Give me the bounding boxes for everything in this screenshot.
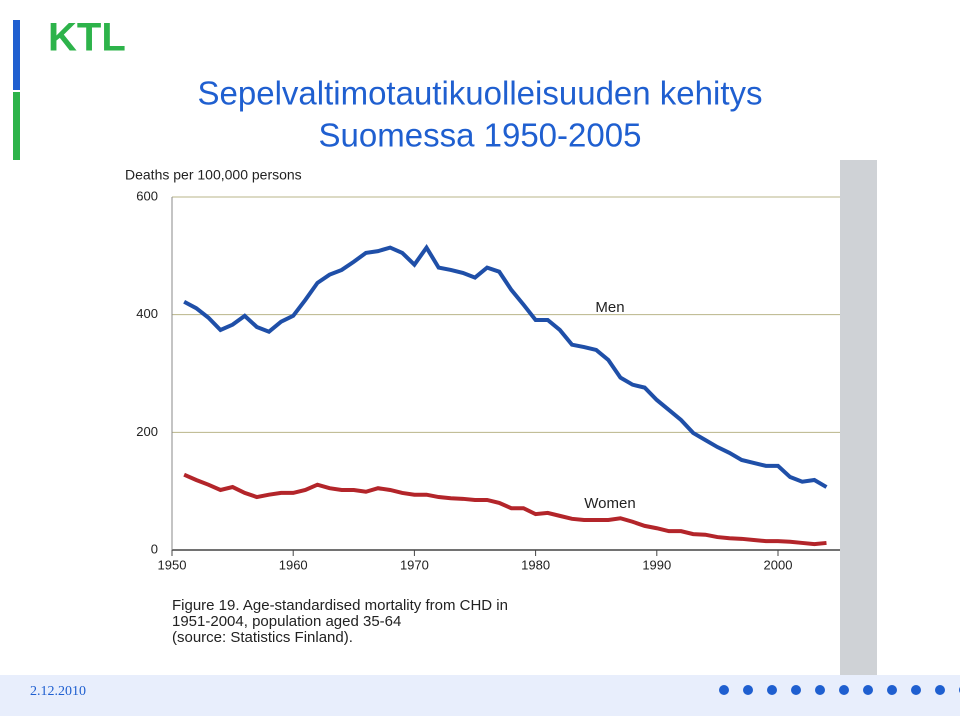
x-tick-label: 1980 bbox=[521, 557, 550, 572]
figure-caption: Figure 19. Age-standardised mortality fr… bbox=[172, 597, 508, 614]
x-tick-label: 1970 bbox=[400, 557, 429, 572]
series-label: Men bbox=[595, 299, 624, 316]
y-tick-label: 0 bbox=[151, 541, 158, 556]
footer bbox=[0, 675, 960, 716]
y-axis-label: Deaths per 100,000 persons bbox=[125, 167, 302, 183]
footer-dot bbox=[767, 685, 777, 695]
footer-dot bbox=[839, 685, 849, 695]
footer-dot bbox=[935, 685, 945, 695]
footer-dot bbox=[863, 685, 873, 695]
series-label: Women bbox=[584, 495, 635, 512]
footer-dot bbox=[791, 685, 801, 695]
x-tick-label: 2000 bbox=[764, 557, 793, 572]
accent-bar bbox=[13, 20, 20, 90]
y-tick-label: 200 bbox=[136, 424, 158, 439]
figure-edge bbox=[840, 160, 877, 675]
footer-dot bbox=[719, 685, 729, 695]
y-tick-label: 400 bbox=[136, 306, 158, 321]
footer-dot bbox=[911, 685, 921, 695]
footer-dot bbox=[743, 685, 753, 695]
date: 2.12.2010 bbox=[30, 684, 86, 699]
accent-bar bbox=[13, 92, 20, 160]
x-tick-label: 1960 bbox=[279, 557, 308, 572]
line bbox=[183, 472, 827, 547]
slide-subtitle: Suomessa 1950-2005 bbox=[319, 117, 642, 154]
figure-caption: (source: Statistics Finland). bbox=[172, 629, 353, 646]
footer-dot bbox=[887, 685, 897, 695]
y-tick-label: 600 bbox=[136, 188, 158, 203]
figure-area bbox=[68, 160, 877, 675]
x-tick-label: 1950 bbox=[158, 557, 187, 572]
figure-caption: 1951-2004, population aged 35-64 bbox=[172, 613, 401, 630]
footer-dots bbox=[719, 685, 960, 695]
line bbox=[183, 243, 828, 489]
slide-title: Sepelvaltimotautikuolleisuuden kehitys bbox=[198, 75, 763, 112]
logo: KTL bbox=[48, 16, 126, 60]
x-tick-label: 1990 bbox=[642, 557, 671, 572]
footer-dot bbox=[815, 685, 825, 695]
